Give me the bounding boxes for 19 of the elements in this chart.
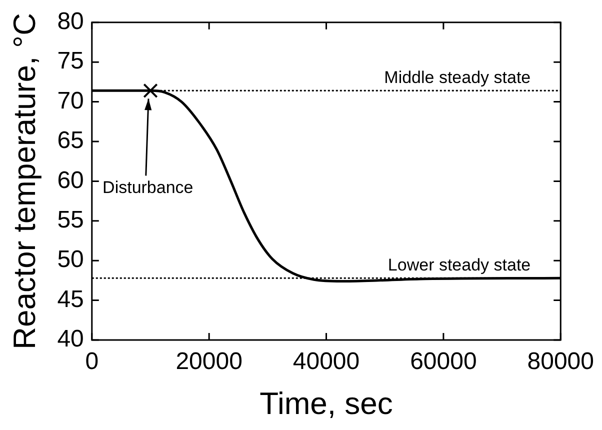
y-tick-label: 70 bbox=[57, 87, 84, 114]
x-tick-label: 20000 bbox=[176, 348, 242, 376]
x-tick-label: 0 bbox=[85, 348, 99, 376]
y-tick-label: 50 bbox=[57, 246, 84, 274]
ref-line-label: Lower steady state bbox=[388, 255, 531, 274]
x-axis-title: Time, sec bbox=[260, 386, 393, 421]
y-tick-label: 40 bbox=[57, 326, 84, 353]
x-tick-label: 60000 bbox=[410, 348, 477, 376]
x-tick-label: 40000 bbox=[292, 348, 360, 376]
annotation: Disturbance bbox=[102, 178, 194, 197]
y-tick-label: 45 bbox=[57, 286, 84, 313]
y-tick-label: 80 bbox=[57, 8, 84, 36]
y-tick-label: 60 bbox=[57, 166, 84, 194]
y-tick-label: 75 bbox=[57, 48, 84, 75]
ref-line-label: Middle steady state bbox=[384, 68, 531, 87]
y-axis-title: Reactor temperature, °C bbox=[7, 13, 42, 350]
y-tick-label: 55 bbox=[57, 206, 84, 234]
y-tick-label: 65 bbox=[57, 127, 84, 154]
x-tick-label: 80000 bbox=[527, 348, 594, 376]
